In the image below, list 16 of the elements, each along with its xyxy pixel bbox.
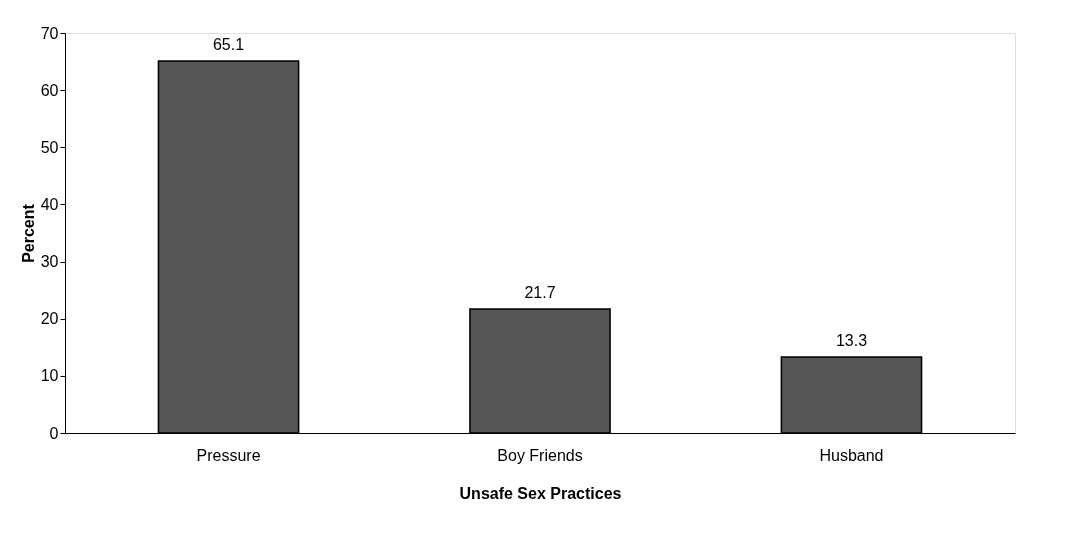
data-label: 13.3 bbox=[835, 332, 868, 349]
y-tick-label: 10 bbox=[40, 367, 59, 385]
data-label: 21.7 bbox=[524, 284, 556, 301]
y-tick-label: 20 bbox=[40, 310, 59, 328]
x-tick-label: Pressure bbox=[196, 446, 261, 464]
y-tick-label: 30 bbox=[40, 253, 59, 271]
data-label: 65.1 bbox=[212, 36, 245, 53]
y-axis-title: Percent bbox=[19, 203, 37, 263]
x-axis-title: Unsafe Sex Practices bbox=[459, 484, 622, 502]
x-tick-label: Boy Friends bbox=[497, 446, 583, 464]
y-tick-label: 60 bbox=[40, 81, 59, 99]
x-tick-label: Husband bbox=[819, 446, 884, 464]
y-tick-label: 40 bbox=[40, 195, 59, 213]
y-tick-label: 0 bbox=[49, 424, 59, 442]
y-tick-label: 70 bbox=[40, 24, 59, 42]
y-tick-label: 50 bbox=[40, 138, 59, 156]
